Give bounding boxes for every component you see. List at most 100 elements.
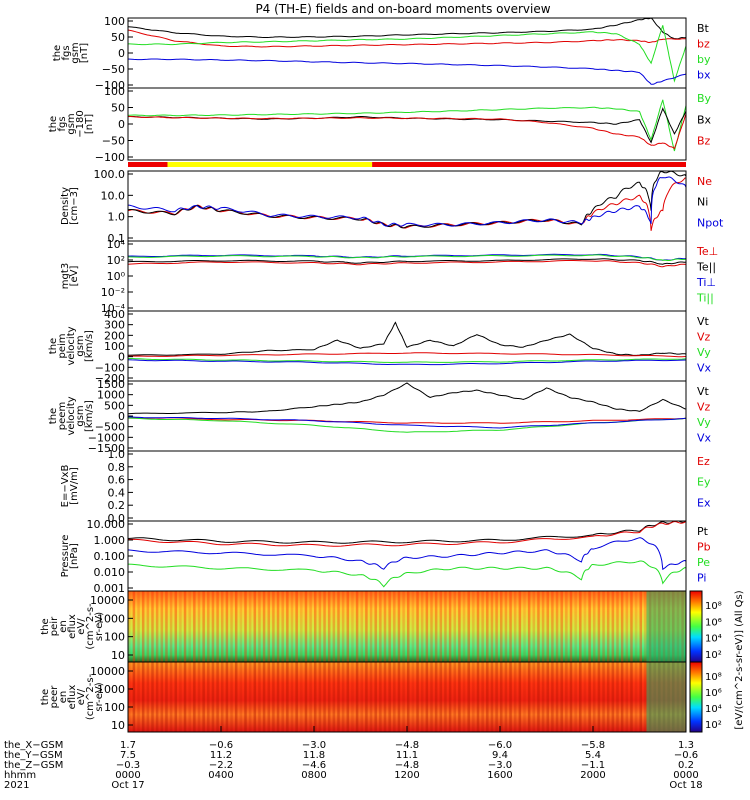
legend-entry: Te|| [696, 261, 716, 274]
x-row-value: 0400 [208, 770, 233, 781]
y-tick-label: −1000 [88, 431, 125, 444]
y-tick-label: 0.2 [108, 499, 126, 512]
y-axis-label: peer [49, 685, 60, 709]
legend-entry: Vt [697, 315, 710, 328]
series-fgs_dsl-0 [128, 99, 686, 152]
y-axis-label: [nT] [84, 114, 95, 134]
y-tick-label: −50 [102, 135, 125, 148]
series-temperature-0 [128, 260, 686, 268]
y-axis-label: fgs [57, 116, 68, 131]
y-axis-label: eflux [67, 685, 78, 710]
series-peim_velocity-3 [128, 359, 686, 366]
y-tick-label: 0.0 [108, 512, 126, 525]
y-tick-label: −100 [95, 151, 125, 164]
series-pressure-2 [128, 560, 686, 588]
legend-entry: bz [697, 38, 710, 51]
y-axis-label: peem [57, 402, 68, 430]
y-axis-label: gsm [75, 405, 86, 426]
y-axis-label: fgs [61, 45, 72, 60]
legend-entry: Vt [697, 385, 710, 398]
y-axis-label: (cm^2-s- [85, 673, 96, 720]
y-tick-label: 10000 [90, 594, 125, 607]
legend-entry: Pb [697, 541, 711, 554]
y-tick-label: 0 [118, 47, 125, 60]
plot-area-fgs_dsl [128, 99, 686, 152]
y-tick-label: 10.0 [101, 189, 126, 202]
y-tick-label: 0.8 [108, 461, 126, 474]
y-tick-label: 1000 [97, 612, 125, 625]
colorbar-tick: 10⁴ [705, 704, 722, 715]
y-tick-label: 0.010 [94, 566, 126, 579]
series-fgs_gsm-3 [128, 58, 686, 85]
y-tick-label: 1000 [97, 683, 125, 696]
y-tick-label: −500 [95, 421, 125, 434]
colorbar-tick: 10⁶ [705, 617, 722, 628]
heatmap-gap [646, 591, 686, 662]
y-axis-label: the [52, 45, 63, 61]
series-peem_velocity-1 [128, 417, 686, 424]
plot-area-fgs_gsm [128, 18, 686, 85]
y-tick-label: 10⁴ [107, 238, 126, 251]
y-tick-label: 100 [104, 631, 125, 644]
legend-entry: Ni [697, 196, 708, 209]
colorbar-label: [eV/(cm^2-s-sr-eV)] (All Qs) [734, 590, 745, 729]
x-row-value: −4.8 [395, 760, 419, 771]
x-row-value: 5.4 [585, 750, 601, 761]
y-axis-label: [mV/m] [69, 467, 80, 505]
y-tick-label: 0.1 [108, 232, 126, 245]
panels-group: 100500−50−100thefgsgsm[nT]Btbzbybx100500… [40, 15, 724, 733]
y-tick-label: 0.4 [108, 486, 126, 499]
legend-entry: Vy [697, 416, 711, 429]
series-density-2 [128, 176, 686, 227]
x-row-value: −6.0 [488, 740, 512, 751]
legend-entry: bx [697, 69, 711, 82]
y-tick-label: 0 [118, 410, 125, 423]
y-tick-label: 10⁰ [107, 270, 126, 283]
y-tick-label: 0 [118, 351, 125, 364]
y-tick-label: 10000 [90, 665, 125, 678]
legend-entry: Ez [697, 455, 710, 468]
x-row-value: −0.3 [116, 760, 140, 771]
x-row-value: 0000 [673, 770, 698, 781]
region-segment-1 [167, 162, 373, 167]
x-row-label: the_X−GSM [4, 740, 63, 751]
series-temperature-1 [128, 258, 686, 265]
x-row-value: −2.2 [209, 760, 233, 771]
y-tick-label: 1000 [97, 389, 125, 402]
panel-frame [127, 170, 687, 242]
plot-area-peem_velocity [128, 382, 686, 433]
series-pressure-3 [128, 537, 686, 571]
y-tick-label: 100 [104, 340, 125, 353]
panel-frame [127, 87, 687, 161]
y-axis-label: eV/ [76, 618, 87, 635]
y-tick-label: 100 [104, 15, 125, 28]
y-tick-label: 50 [111, 31, 125, 44]
panel-density: 100.0 10.0 1.0 0.1 Density[cm−3] Ne Ni Npot [60, 168, 724, 245]
heatmap-field [128, 591, 686, 662]
plot-area-peir_en_eflux [128, 591, 686, 662]
y-axis-label: velocity [66, 326, 77, 365]
y-tick-label: −100 [95, 361, 125, 374]
y-axis-label: [nPa] [69, 543, 80, 569]
y-axis-label: the [48, 338, 59, 354]
panel-frame [127, 380, 687, 452]
x-row-value: −0.6 [209, 740, 233, 751]
legend-entry: Pe [697, 556, 710, 569]
series-peem_velocity-0 [128, 382, 686, 415]
y-axis-label: gsm [70, 42, 81, 63]
series-peim_velocity-1 [128, 352, 686, 358]
y-tick-label: 10⁻² [101, 286, 125, 299]
y-axis-label: mgt3 [60, 263, 71, 289]
heatmap-gap [646, 662, 686, 732]
figure-title: P4 (TH-E) fields and on-board moments ov… [255, 2, 550, 16]
y-tick-label: 1.0 [108, 211, 126, 224]
y-tick-label: 0.100 [94, 550, 126, 563]
y-axis-label: eV/ [76, 688, 87, 705]
y-axis-label: the [40, 618, 51, 634]
x-row-value: 0.2 [678, 760, 694, 771]
legend-entry: Ey [697, 476, 711, 489]
y-axis-label: velocity [66, 396, 77, 435]
